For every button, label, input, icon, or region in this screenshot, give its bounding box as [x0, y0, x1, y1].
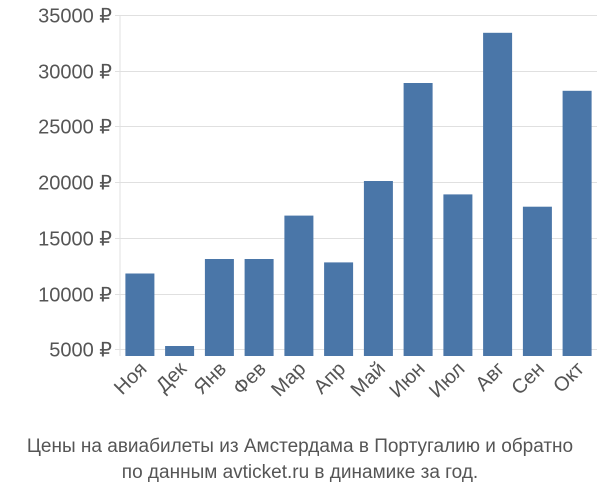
- bar: [165, 346, 195, 356]
- y-tick-label: 20000 ₽: [38, 173, 112, 195]
- bar: [244, 259, 274, 356]
- x-tick-label: Окт: [549, 358, 588, 397]
- bar: [363, 181, 393, 356]
- x-tick-label: Май: [347, 358, 390, 401]
- bar: [125, 273, 155, 356]
- x-tick-label: Фев: [229, 358, 271, 400]
- bar: [284, 215, 314, 356]
- bar: [443, 194, 473, 356]
- bar: [522, 206, 552, 356]
- y-tick-label: 35000 ₽: [38, 6, 112, 28]
- y-tick-label: 5000 ₽: [49, 340, 112, 362]
- x-tick-label: Сен: [507, 358, 548, 399]
- chart-caption-line-1: Цены на авиабилеты из Амстердама в Порту…: [26, 436, 574, 457]
- x-tick-label: Дек: [152, 358, 191, 397]
- x-tick-label: Янв: [190, 358, 231, 399]
- x-tick-label: Июн: [385, 358, 429, 402]
- y-axis-tick-labels: 5000 ₽ 10000 ₽ 15000 ₽ 20000 ₽ 25000 ₽ 30000 …: [38, 6, 112, 362]
- y-tick-label: 30000 ₽: [38, 62, 112, 84]
- y-tick-label: 25000 ₽: [38, 117, 112, 139]
- bar: [483, 32, 513, 357]
- y-tick-label: 10000 ₽: [38, 285, 112, 307]
- chart-caption-line-2: по данным avticket.ru в динамике за год.: [121, 462, 479, 483]
- x-tick-label: Апр: [310, 358, 351, 399]
- grid-lines: [115, 15, 597, 356]
- bar: [403, 83, 433, 356]
- bar: [324, 262, 354, 356]
- bar-chart: 5000 ₽ 10000 ₽ 15000 ₽ 20000 ₽ 25000 ₽ 30000 …: [38, 6, 597, 402]
- y-tick-label: 15000 ₽: [38, 229, 112, 251]
- bar: [562, 90, 592, 357]
- x-tick-label: Мар: [267, 358, 310, 401]
- bar-series: [125, 32, 592, 357]
- bar: [204, 259, 234, 356]
- x-tick-label: Ноя: [110, 358, 151, 399]
- x-tick-label: Авг: [471, 358, 509, 396]
- x-tick-label: Июл: [425, 358, 469, 402]
